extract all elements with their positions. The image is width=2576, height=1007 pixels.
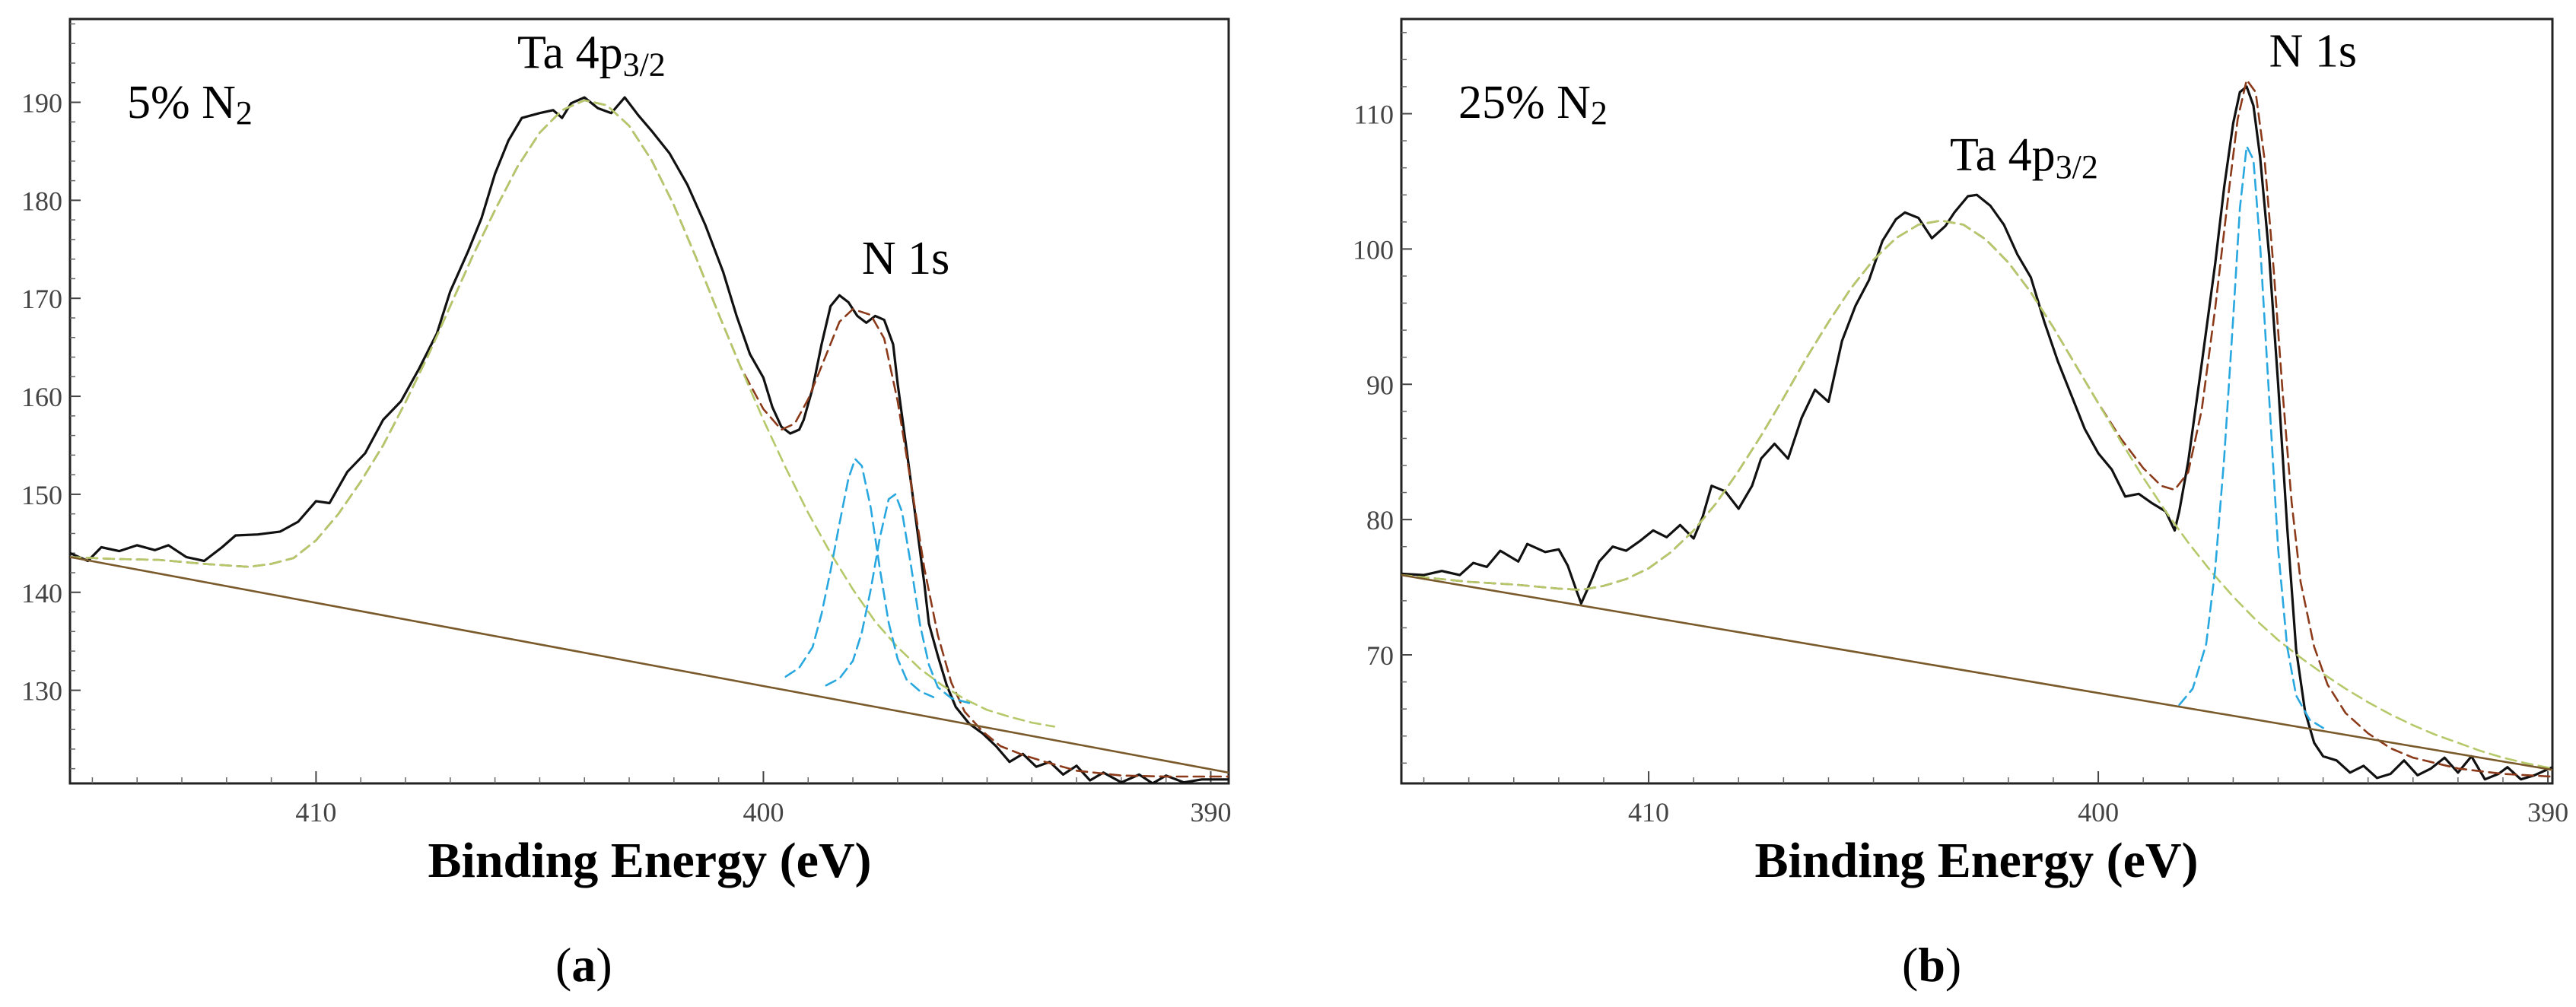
panel-b-chart: 70 80 90 100 110 410 400 390 Binding Energy (eV)… [1353, 17, 2568, 888]
panel-b-x-tick-label: 400 [2078, 797, 2119, 828]
panel-a-plot-frame [68, 17, 1230, 785]
panel-a-series-envelope-fit [70, 99, 1229, 778]
panel-a-peak-label-ta: Ta 4p3/2 [517, 27, 666, 83]
panel-b-x-tick-label: 410 [1628, 797, 1669, 828]
panel-a-caption-letter: a [571, 938, 596, 992]
panel-b-series-background [1401, 573, 2552, 771]
panel-b-y-tick-label: 100 [1353, 234, 1394, 265]
panel-a-sample-label: 5% N2 [127, 77, 253, 132]
panel-a-x-tick-label: 410 [295, 797, 336, 828]
panel-b-y-tick-label: 70 [1366, 640, 1394, 671]
panel-a-peak-label-n: N 1s [862, 233, 949, 284]
panel-b-x-axis-label: Binding Energy (eV) [1754, 833, 2198, 888]
panel-a-y-tick-label: 190 [21, 88, 62, 119]
panel-a-series-ta-4p3-2-component [70, 99, 1055, 728]
panel-a-y-tick-label: 150 [21, 480, 62, 510]
panel-a-series-group [70, 96, 1229, 783]
panel-b-y-tick-label: 110 [1353, 100, 1394, 130]
panel-a-y-tick-label: 130 [21, 676, 62, 707]
panel-a-series-n-1s-component-1 [784, 458, 935, 698]
panel-b-series-group [1401, 78, 2552, 781]
panel-a-series-measured [70, 96, 1229, 783]
panel-b-caption: (b) [1902, 938, 1962, 992]
panel-a-chart: 130 140 150 160 170 180 190 410 400 390 Binding En… [21, 17, 1231, 888]
panel-a-x-axis-label: Binding Energy (eV) [428, 833, 871, 888]
panel-b-peak-label-ta: Ta 4p3/2 [1950, 129, 2098, 186]
panel-a-y-tick-label: 180 [21, 186, 62, 216]
panel-b-series-ta-4p3-2-component [1401, 219, 2552, 770]
panel-a-x-tick-label: 400 [743, 797, 784, 828]
panel-b-peak-label-n: N 1s [2269, 25, 2357, 77]
panel-b-plot-frame [1400, 17, 2554, 785]
panel-a-series-n-1s-component-2 [825, 493, 971, 704]
panel-a-x-tick-label: 390 [1190, 797, 1231, 828]
panel-b-series-measured [1401, 85, 2552, 781]
panel-a-y-tick-label: 170 [21, 284, 62, 314]
panel-b-y-tick-label: 90 [1366, 370, 1394, 400]
panel-a-y-tick-label: 160 [21, 382, 62, 412]
panel-a-caption: (a) [555, 938, 612, 992]
panel-b-caption-letter: b [1918, 938, 1945, 992]
panel-a-y-tick-label: 140 [21, 578, 62, 608]
panel-b-y-tick-label: 80 [1366, 505, 1394, 535]
panel-b-x-tick-label: 390 [2527, 797, 2568, 828]
panel-a-series-background [70, 556, 1229, 774]
panel-b-sample-label: 25% N2 [1458, 77, 1608, 132]
panel-b-series-n-1s-component [2178, 145, 2324, 729]
